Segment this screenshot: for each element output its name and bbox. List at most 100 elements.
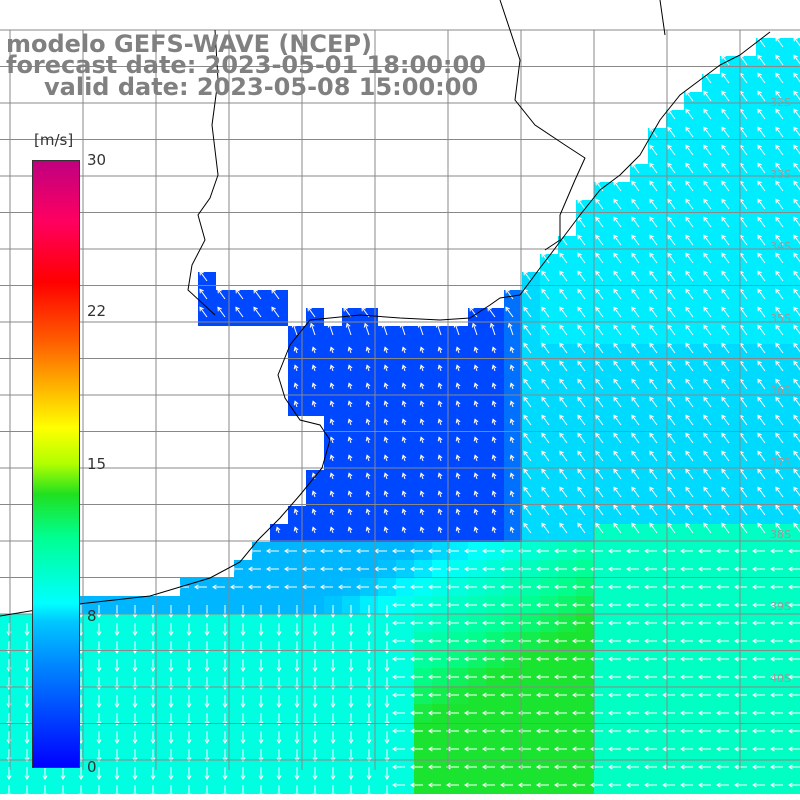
wind-arrow-head xyxy=(667,396,672,402)
wind-arrow-head xyxy=(613,414,618,420)
wind-arrow-head xyxy=(240,703,246,708)
wind-arrow-head xyxy=(230,566,235,572)
wind-arrow-head xyxy=(347,346,353,352)
wind-arrow-head xyxy=(258,775,264,780)
wind-arrow-head xyxy=(644,710,649,716)
wind-arrow-head xyxy=(680,638,685,644)
wind-arrow-head xyxy=(365,400,371,406)
wind-arrow-head xyxy=(788,638,793,644)
wind-arrow xyxy=(667,397,676,408)
wind-arrow-head xyxy=(703,180,708,186)
wind-arrow-head xyxy=(523,522,528,528)
wind-arrow xyxy=(721,253,730,264)
wind-arrow xyxy=(292,323,298,336)
wind-arrow-head xyxy=(348,667,354,672)
wind-arrow xyxy=(757,307,766,318)
wind-arrow-head xyxy=(464,764,469,770)
wind-arrow xyxy=(456,419,460,426)
wind-arrow-head xyxy=(685,306,690,312)
wind-arrow-head xyxy=(410,566,415,572)
wind-arrow xyxy=(739,325,748,336)
wind-arrow-head xyxy=(168,793,174,798)
wind-arrow-head xyxy=(793,504,798,510)
wind-arrow-head xyxy=(608,746,613,752)
wind-arrow-head xyxy=(383,418,389,424)
wind-arrow-head xyxy=(455,364,461,370)
wind-arrow-head xyxy=(401,436,407,442)
wind-arrow-head xyxy=(572,782,577,788)
wind-arrow-head xyxy=(662,620,667,626)
wind-arrow-head xyxy=(330,775,336,780)
wind-arrow-head xyxy=(401,508,407,514)
ocean-cell xyxy=(792,164,800,182)
wind-arrow-head xyxy=(258,793,264,798)
wind-arrow-head xyxy=(554,710,559,716)
wind-arrow xyxy=(739,451,748,462)
wind-arrow-head xyxy=(644,728,649,734)
wind-arrow-head xyxy=(392,638,397,644)
wind-arrow xyxy=(757,163,766,174)
wind-arrow-head xyxy=(703,252,708,258)
wind-arrow xyxy=(685,415,694,426)
wind-arrow xyxy=(757,415,766,426)
wind-arrow-head xyxy=(500,656,505,662)
wind-arrow-head xyxy=(716,584,721,590)
wind-arrow xyxy=(307,307,316,318)
wind-arrow-head xyxy=(60,793,66,798)
wind-arrow-head xyxy=(572,710,577,716)
wind-arrow xyxy=(649,307,658,318)
wind-arrow-head xyxy=(775,306,780,312)
wind-arrow-head xyxy=(631,180,636,186)
wind-arrow xyxy=(541,523,550,534)
wind-arrow-head xyxy=(330,667,336,672)
wind-arrow xyxy=(595,271,604,282)
wind-arrow xyxy=(343,307,352,318)
wind-arrow-head xyxy=(96,757,102,762)
wind-arrow-head xyxy=(631,234,636,240)
wind-arrow-head xyxy=(541,306,546,312)
wind-arrow-head xyxy=(793,234,798,240)
wind-arrow-head xyxy=(559,504,564,510)
wind-arrow-head xyxy=(752,548,757,554)
wind-arrow xyxy=(775,235,784,246)
wind-arrow-head xyxy=(667,234,672,240)
wind-arrow-head xyxy=(132,757,138,762)
wind-arrow xyxy=(312,365,316,372)
wind-arrow-head xyxy=(631,360,636,366)
ocean-cell xyxy=(792,110,800,128)
colorbar-tick: 22 xyxy=(87,302,107,320)
wind-arrow xyxy=(346,323,352,336)
wind-arrow xyxy=(649,253,658,264)
wind-arrow-head xyxy=(626,656,631,662)
wind-arrow xyxy=(384,383,388,390)
wind-arrow xyxy=(402,455,406,462)
wind-arrow-head xyxy=(775,54,780,60)
wind-arrow-head xyxy=(662,692,667,698)
wind-arrow-head xyxy=(60,775,66,780)
wind-arrow-head xyxy=(770,764,775,770)
ocean-cell xyxy=(792,272,800,290)
wind-arrow-head xyxy=(258,667,264,672)
wind-arrow xyxy=(631,307,640,318)
wind-arrow-head xyxy=(383,526,389,532)
wind-arrow xyxy=(312,527,316,534)
wind-arrow-head xyxy=(446,692,451,698)
wind-arrow-head xyxy=(577,414,582,420)
wind-arrow-head xyxy=(329,490,335,496)
wind-arrow-head xyxy=(631,468,636,474)
wind-arrow-head xyxy=(613,270,618,276)
wind-arrow xyxy=(757,451,766,462)
wind-arrow-head xyxy=(626,602,631,608)
wind-arrow-head xyxy=(428,602,433,608)
wind-arrow-head xyxy=(294,775,300,780)
wind-arrow-head xyxy=(464,746,469,752)
wind-arrow-head xyxy=(410,728,415,734)
wind-arrow xyxy=(757,343,766,354)
wind-arrow-head xyxy=(114,703,120,708)
wind-arrow-head xyxy=(276,721,282,726)
wind-arrow-head xyxy=(150,703,156,708)
wind-arrow-head xyxy=(590,674,595,680)
wind-arrow xyxy=(559,325,568,336)
wind-arrow-head xyxy=(752,728,757,734)
wind-arrow-head xyxy=(509,526,515,532)
